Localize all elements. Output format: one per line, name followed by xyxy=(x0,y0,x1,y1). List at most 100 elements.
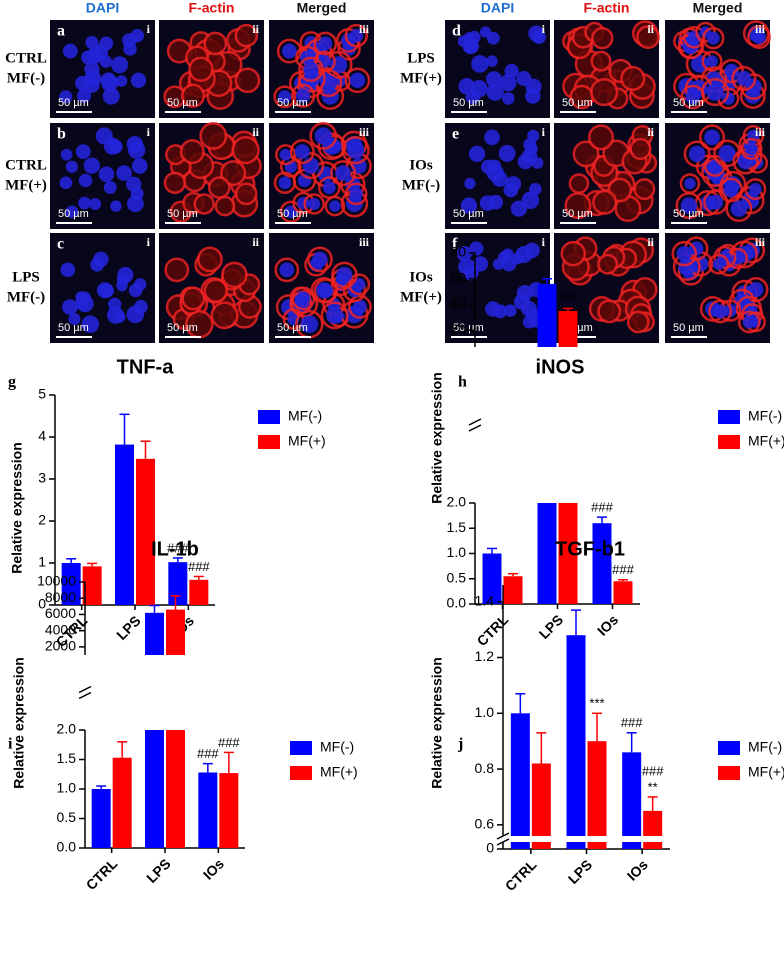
actin xyxy=(636,25,660,49)
bar xyxy=(136,458,155,605)
nucleus xyxy=(503,304,517,317)
actin xyxy=(289,139,315,165)
scale-bar-label: 50 µm xyxy=(58,322,89,334)
nucleus xyxy=(708,159,722,173)
panel-numeral: iii xyxy=(359,22,370,36)
nucleus xyxy=(485,71,503,88)
panel-letter: b xyxy=(57,126,66,143)
nucleus xyxy=(502,92,515,105)
nucleus xyxy=(529,182,542,196)
legend-swatch xyxy=(258,435,280,449)
actin xyxy=(203,31,228,56)
bar xyxy=(482,553,502,604)
nucleus xyxy=(294,144,310,160)
legend-swatch xyxy=(258,410,280,424)
nucleus xyxy=(353,278,366,291)
nucleus xyxy=(77,88,92,103)
actin xyxy=(683,140,711,168)
panel-letter: h xyxy=(458,374,467,391)
nucleus xyxy=(78,196,91,210)
nucleus xyxy=(314,127,332,145)
actin xyxy=(203,278,229,303)
nucleus xyxy=(75,144,91,160)
actin xyxy=(747,25,771,49)
actin xyxy=(291,83,316,108)
nucleus xyxy=(713,304,728,319)
nucleus xyxy=(84,61,100,77)
legend-label: MF(+) xyxy=(748,764,784,780)
actin xyxy=(718,177,744,203)
panel-numeral: ii xyxy=(252,125,259,139)
nucleus xyxy=(486,55,498,67)
legend-swatch xyxy=(718,410,740,424)
x-tick-label: IOs xyxy=(624,856,651,883)
nucleus xyxy=(279,148,292,161)
nucleus xyxy=(352,299,367,314)
significance-mark: ### xyxy=(188,559,210,574)
scale-bar-label: 50 µm xyxy=(167,322,198,334)
nucleus xyxy=(111,56,129,74)
nucleus xyxy=(680,197,698,214)
nucleus xyxy=(65,205,79,219)
nucleus xyxy=(278,176,292,190)
nucleus xyxy=(706,83,724,101)
y-tick-label: 2.0 xyxy=(57,721,77,737)
actin xyxy=(713,245,737,269)
y-tick-label: 0.0 xyxy=(447,595,467,611)
nucleus xyxy=(322,181,336,195)
nucleus xyxy=(326,306,344,324)
actin xyxy=(629,137,652,161)
axis-break xyxy=(78,691,92,700)
panel-numeral: ii xyxy=(647,22,654,36)
actin xyxy=(303,193,325,215)
actin xyxy=(234,23,259,48)
significance-mark: ### xyxy=(167,540,189,555)
actin xyxy=(719,58,744,84)
bar xyxy=(587,741,607,836)
scale-bar-label: 50 µm xyxy=(453,208,484,220)
x-tick-label: LPS xyxy=(536,611,567,642)
actin xyxy=(309,122,338,150)
actin xyxy=(633,178,656,201)
row-condition: MF(-) xyxy=(7,289,45,305)
micrograph: iii 50 µm xyxy=(269,233,374,343)
legend-swatch xyxy=(290,741,312,755)
nucleus xyxy=(676,245,692,262)
actin xyxy=(273,171,297,194)
nucleus xyxy=(300,315,319,334)
nucleus xyxy=(60,148,73,161)
bar xyxy=(112,757,132,848)
legend-label: MF(+) xyxy=(320,764,358,780)
actin xyxy=(313,31,338,56)
column-header: DAPI xyxy=(86,0,119,16)
nucleus xyxy=(59,90,73,104)
y-tick-label: 0 xyxy=(38,596,46,612)
y-tick-label: 1 xyxy=(38,554,46,570)
bar xyxy=(91,789,111,848)
nucleus xyxy=(131,158,148,174)
panel-numeral: ii xyxy=(252,22,259,36)
nucleus xyxy=(81,315,100,334)
actin xyxy=(699,124,726,151)
significance-mark: *** xyxy=(589,696,604,711)
actin xyxy=(210,301,239,330)
nucleus xyxy=(724,63,739,79)
bar xyxy=(219,773,239,848)
nucleus xyxy=(62,43,78,59)
nucleus xyxy=(130,28,145,43)
row-label: IOs xyxy=(409,157,433,173)
row-label: CTRL xyxy=(5,50,47,66)
actin xyxy=(214,195,236,217)
actin xyxy=(234,182,258,206)
actin xyxy=(591,27,614,50)
micrograph: c i 50 µm xyxy=(50,233,155,343)
actin xyxy=(193,193,215,215)
actin xyxy=(179,139,205,165)
nucleus xyxy=(465,89,480,105)
row-condition: MF(+) xyxy=(400,70,442,86)
scale-bar-label: 50 µm xyxy=(58,97,89,109)
nucleus xyxy=(103,181,117,195)
nucleus xyxy=(712,258,725,270)
